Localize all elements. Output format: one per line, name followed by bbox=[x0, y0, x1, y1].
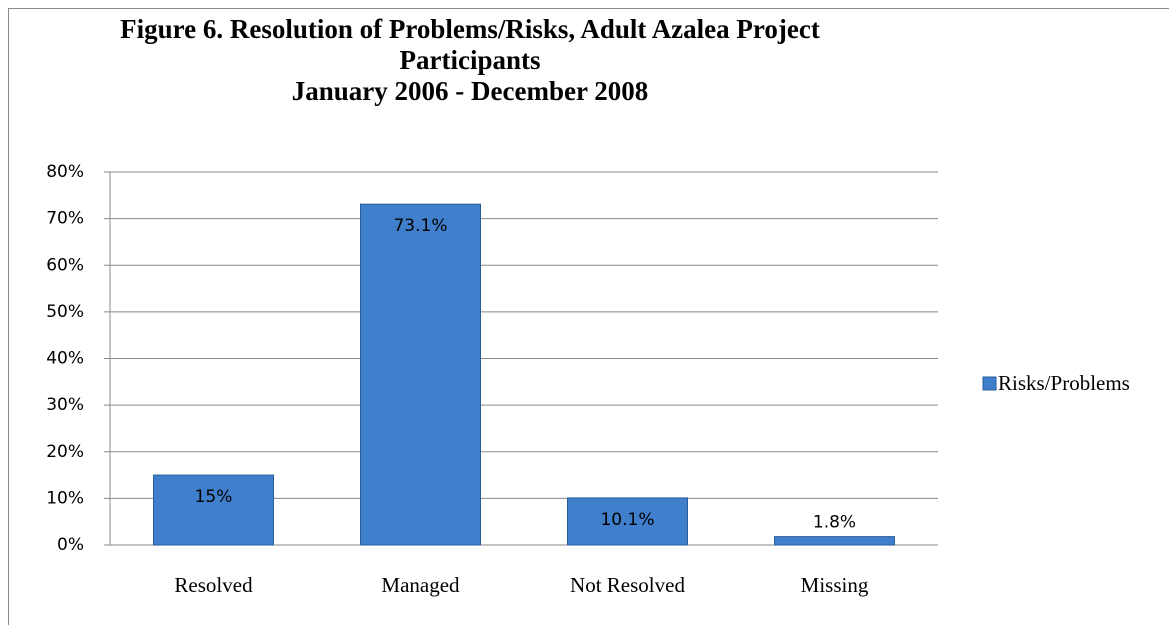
bar bbox=[360, 203, 481, 546]
y-tick-label: 70% bbox=[46, 209, 84, 229]
title-block: Figure 6. Resolution of Problems/Risks, … bbox=[60, 14, 880, 107]
chart-title: Figure 6. Resolution of Problems/Risks, … bbox=[120, 14, 820, 75]
bar bbox=[774, 536, 895, 546]
bar bbox=[153, 474, 274, 546]
y-tick-label: 80% bbox=[46, 162, 84, 182]
chart-subtitle: January 2006 - December 2008 bbox=[291, 76, 649, 106]
y-tick-label: 10% bbox=[46, 488, 84, 508]
x-tick-label: Not Resolved bbox=[570, 573, 685, 597]
legend-swatch bbox=[982, 376, 997, 391]
value-label: 73.1% bbox=[393, 216, 447, 236]
bar bbox=[567, 497, 688, 546]
value-label: 10.1% bbox=[600, 510, 654, 530]
y-tick-label: 50% bbox=[46, 302, 84, 322]
y-tick-label: 60% bbox=[46, 255, 84, 275]
y-tick-label: 0% bbox=[57, 535, 84, 555]
y-tick-label: 20% bbox=[46, 442, 84, 462]
value-label: 1.8% bbox=[813, 513, 856, 533]
legend-label: Risks/Problems bbox=[998, 371, 1130, 395]
y-tick-label: 40% bbox=[46, 349, 84, 369]
x-tick-label: Managed bbox=[381, 573, 460, 597]
chart-frame bbox=[8, 8, 1169, 625]
x-tick-label: Resolved bbox=[174, 573, 253, 597]
x-tick-label: Missing bbox=[801, 573, 869, 597]
value-label: 15% bbox=[195, 487, 233, 507]
y-tick-label: 30% bbox=[46, 395, 84, 415]
